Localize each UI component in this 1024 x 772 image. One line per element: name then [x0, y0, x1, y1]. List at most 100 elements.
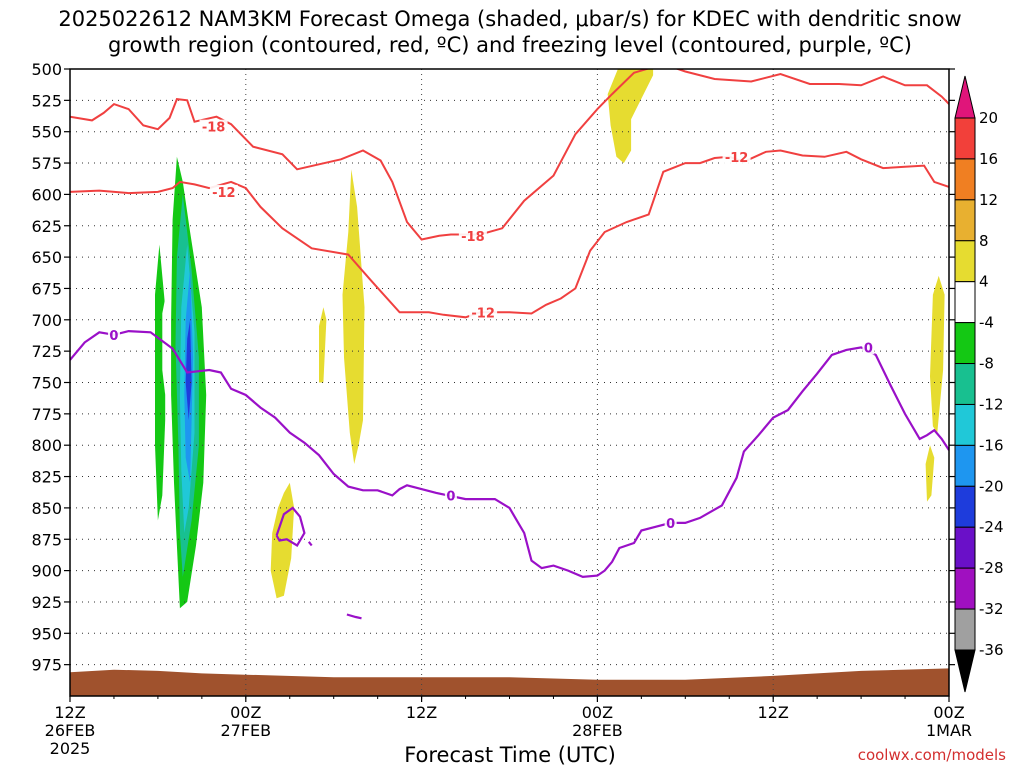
colorbar-bin	[954, 608, 976, 651]
red-contour-label: -12	[725, 151, 749, 166]
omega-shaded-region	[878, 482, 885, 571]
red-contour-label-bg	[722, 149, 751, 164]
freezing-level-contour	[70, 329, 949, 579]
purple-contour-label: 0	[109, 329, 118, 344]
freezing-level-contour	[275, 506, 306, 548]
omega-shaded-region	[900, 69, 905, 76]
colorbar-label: -32	[979, 600, 1004, 618]
credit-text: coolwx.com/models	[858, 746, 1006, 764]
omega-shaded-region	[162, 282, 170, 395]
y-tick-label: 750	[31, 374, 62, 393]
x-tick-label: 12Z	[758, 703, 789, 722]
purple-contour-label: 0	[864, 341, 873, 356]
colorbar-label: -24	[979, 518, 1004, 536]
colorbar-label: -12	[979, 395, 1004, 413]
colorbar-bottom-arrow	[954, 649, 976, 693]
colorbar-label: -20	[979, 477, 1004, 495]
colorbar-bin	[954, 363, 976, 405]
y-tick-label: 550	[31, 123, 62, 142]
dgz-temperature-contour	[70, 69, 949, 241]
omega-shaded-region	[853, 388, 878, 615]
x-tick-label: 00Z	[933, 703, 964, 722]
colorbar-bin	[954, 199, 976, 242]
y-tick-label: 525	[31, 91, 62, 110]
colorbar-bin	[954, 444, 976, 487]
x-tick-label: 1MAR	[926, 721, 972, 740]
x-tick-label: 28FEB	[572, 721, 623, 740]
colorbar-bin	[954, 117, 976, 160]
y-tick-label: 650	[31, 248, 62, 267]
y-tick-label: 625	[31, 217, 62, 236]
surface-terrain	[70, 668, 949, 696]
y-tick-label: 875	[31, 530, 62, 549]
x-tick-label: 26FEB	[45, 721, 96, 740]
colorbar-label: -16	[979, 436, 1004, 454]
x-tick-label: 12Z	[54, 703, 85, 722]
purple-contour-label-bg	[862, 340, 875, 355]
omega-shaded-region	[828, 467, 853, 559]
y-tick-label: 825	[31, 468, 62, 487]
y-tick-label: 725	[31, 342, 62, 361]
purple-contour-label: 0	[666, 517, 675, 532]
omega-shaded-region	[232, 69, 236, 76]
colorbar-bin	[954, 403, 976, 446]
omega-shaded-region	[798, 150, 816, 458]
y-tick-label: 900	[31, 562, 62, 581]
omega-shaded-region	[319, 307, 327, 383]
y-tick-label: 925	[31, 593, 62, 612]
y-tick-label: 700	[31, 311, 62, 330]
red-contour-label-bg	[199, 119, 228, 134]
y-tick-label: 500	[31, 60, 62, 79]
colorbar-label: -28	[979, 559, 1004, 577]
colorbar-label: 8	[979, 232, 989, 250]
colorbar-label: 20	[979, 109, 998, 127]
colorbar-label: 4	[979, 273, 989, 291]
colorbar-bin	[954, 485, 976, 528]
omega-shaded-region	[342, 169, 365, 465]
colorbar-bin	[954, 158, 976, 201]
colorbar-label: -4	[979, 314, 994, 332]
x-tick-label: 00Z	[582, 703, 613, 722]
omega-shaded-region	[893, 219, 904, 395]
x-tick-label: 12Z	[406, 703, 437, 722]
purple-contour-label-bg	[107, 327, 120, 342]
x-tick-label: 2025	[50, 739, 91, 758]
x-tick-label: 00Z	[230, 703, 261, 722]
colorbar-bin	[954, 526, 976, 569]
purple-contour-label-bg	[444, 488, 457, 503]
colorbar-label: -36	[979, 641, 1004, 659]
y-tick-label: 575	[31, 154, 62, 173]
colorbar: 20 16 12 8 4 -4 -8 -12 -16 -20 -24 -28 -32 -36	[954, 75, 1004, 693]
colorbar-label: -8	[979, 355, 994, 373]
x-axis-label: Forecast Time (UTC)	[404, 743, 616, 767]
colorbar-bin	[954, 240, 976, 283]
red-contour-label-bg	[458, 228, 487, 243]
freezing-level-contour	[307, 541, 313, 547]
omega-shaded-region	[256, 69, 265, 120]
purple-contour-label: 0	[446, 489, 455, 504]
colorbar-label: 16	[979, 150, 998, 168]
y-tick-label: 850	[31, 499, 62, 518]
y-tick-label: 975	[31, 656, 62, 675]
y-tick-label: 675	[31, 279, 62, 298]
plot-area: -18 -12 -18 -12 -12 0 0 0 0 500 525 550 575 600 625 650…	[31, 60, 972, 758]
red-contour-label: -12	[212, 186, 236, 201]
red-contour-label-bg	[469, 305, 498, 320]
omega-shaded-region	[185, 319, 192, 421]
red-contour-label: -18	[461, 230, 485, 245]
purple-contour-label-bg	[664, 515, 677, 530]
plot-layer: -18 -12 -18 -12 -12 0 0 0 0	[70, 69, 949, 696]
omega-shaded-region	[245, 81, 261, 270]
chart-title-line-2: growth region (contoured, red, ºC) and f…	[108, 33, 912, 57]
colorbar-bin	[954, 281, 976, 324]
omega-shaded-region	[834, 69, 841, 107]
red-contour-label-bg	[209, 184, 238, 199]
omega-shaded-region	[930, 275, 945, 433]
x-tick-label: 27FEB	[220, 721, 271, 740]
colorbar-label: 12	[979, 191, 998, 209]
colorbar-bin	[954, 322, 976, 365]
omega-shaded-region	[92, 104, 133, 327]
chart-title-line-1: 2025022612 NAM3KM Forecast Omega (shaded…	[58, 7, 961, 31]
